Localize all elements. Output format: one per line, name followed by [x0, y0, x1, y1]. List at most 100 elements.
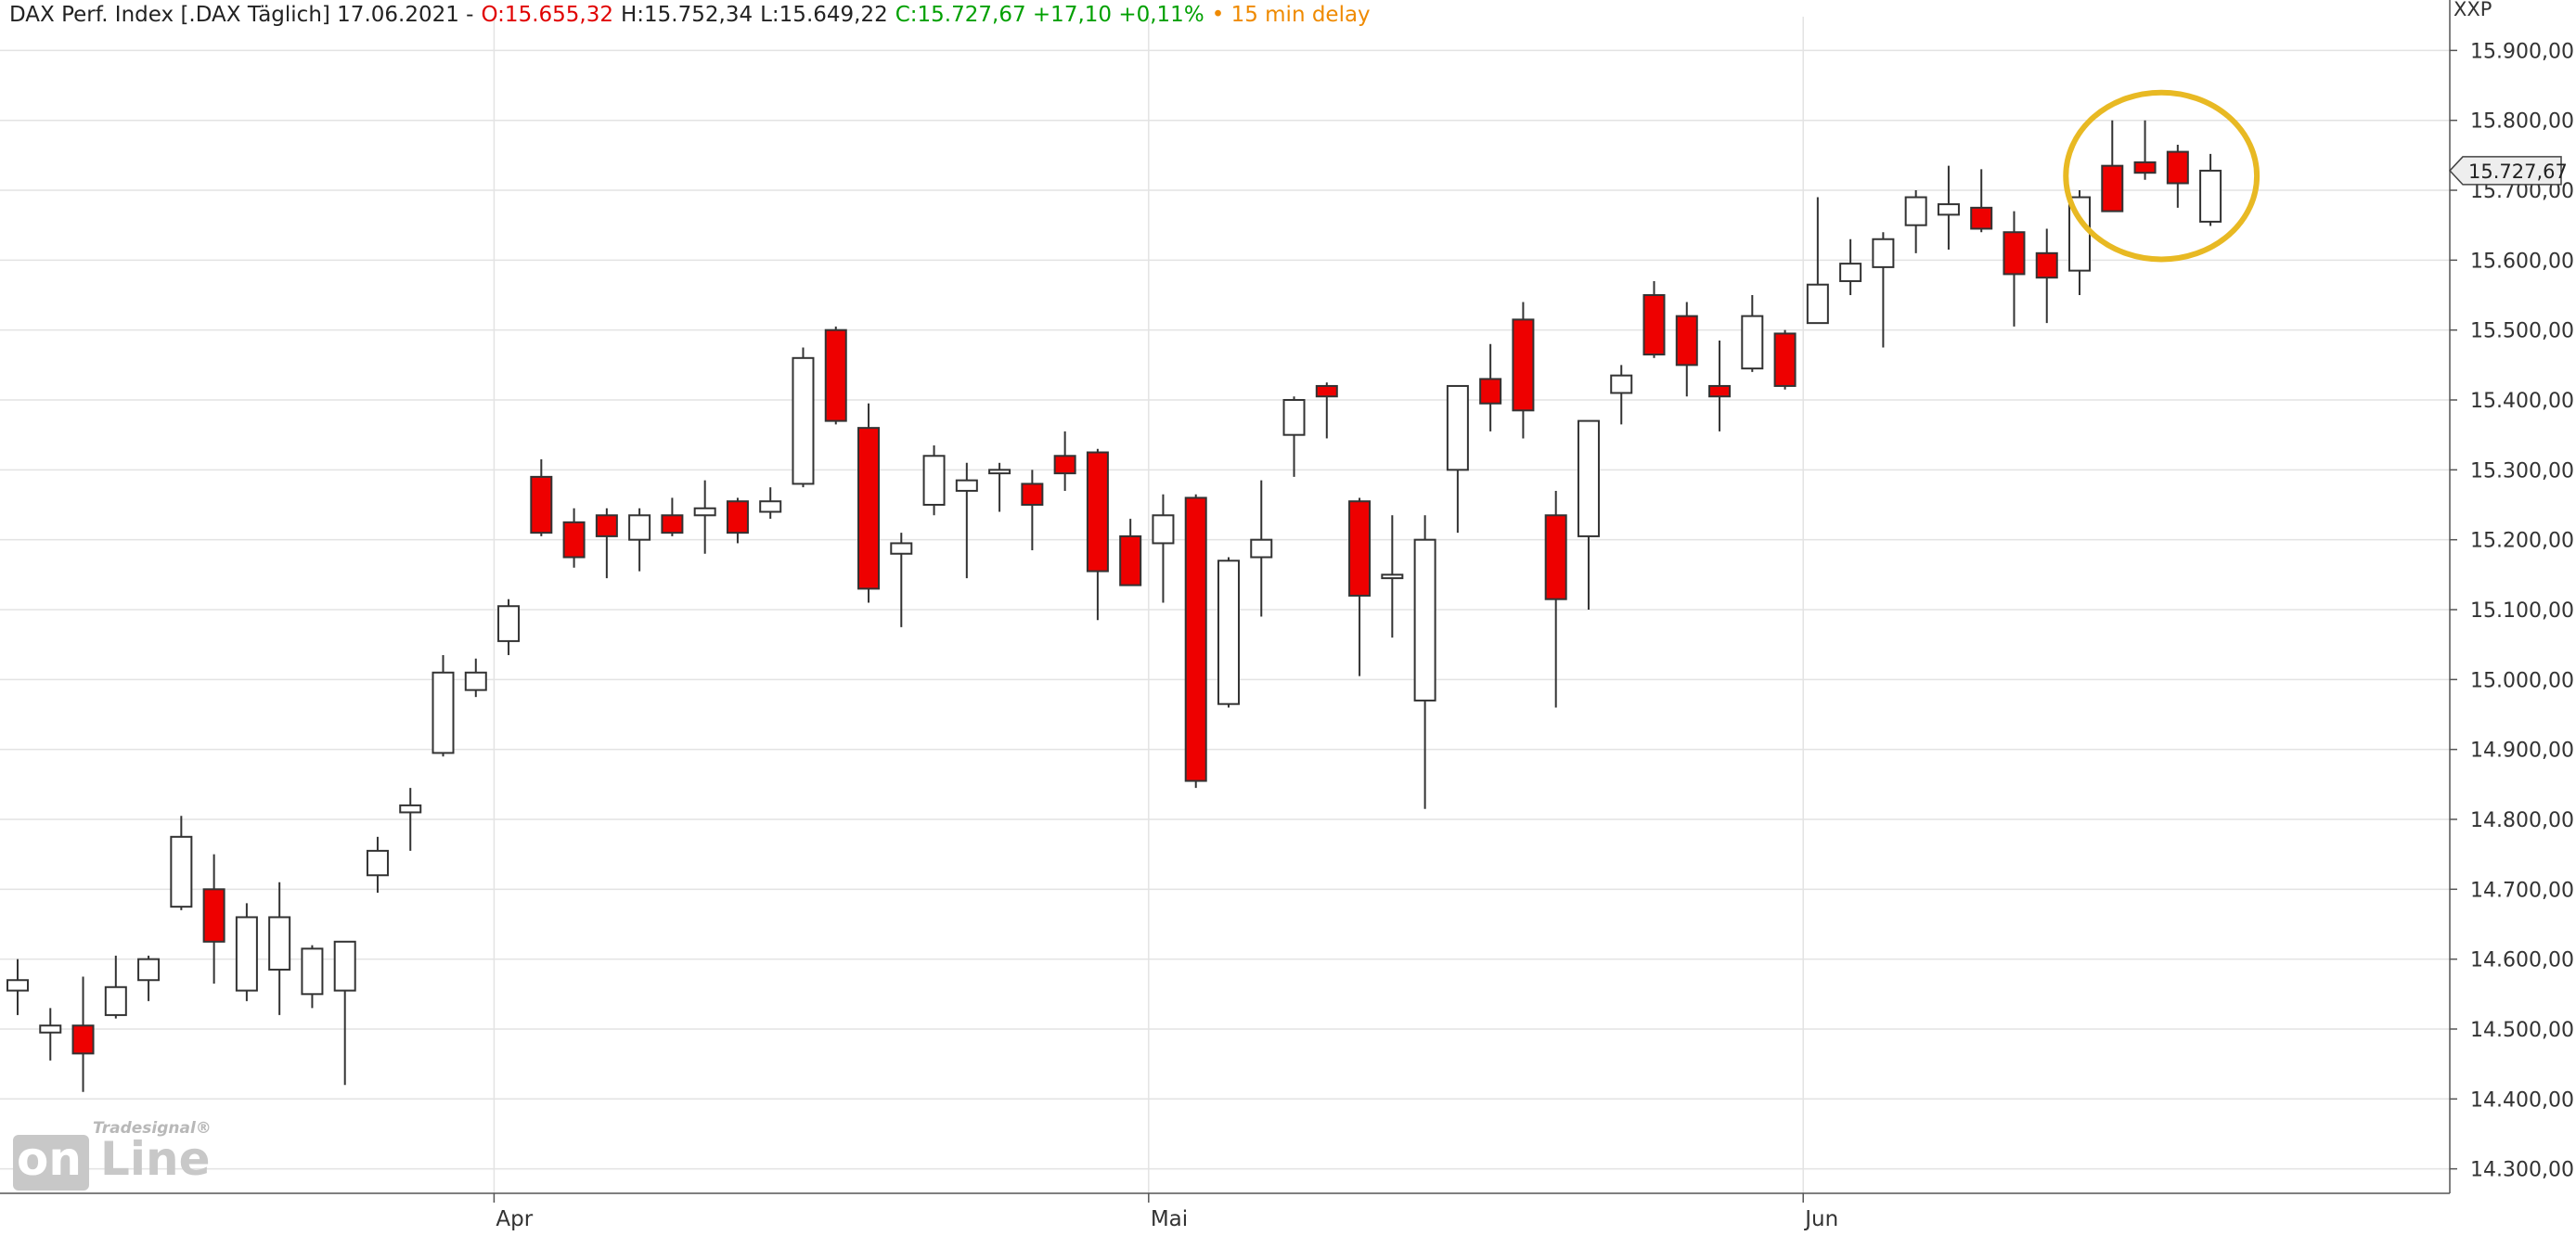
logo-box [13, 1135, 89, 1191]
logo-on: on [17, 1132, 82, 1186]
candle [1315, 382, 1338, 439]
candle [301, 945, 324, 1009]
candle [562, 508, 586, 568]
candle [661, 497, 684, 536]
candle-body-bullish [235, 916, 258, 992]
candle [2199, 153, 2222, 226]
candle-body-bearish [2101, 164, 2124, 212]
candle-body-bearish [1479, 378, 1502, 405]
candle-body-bullish [1446, 384, 1469, 471]
candle-body-bullish [1937, 203, 1960, 216]
close-change-value: C:15.727,67 +17,10 +0,11% [895, 3, 1204, 27]
candle [1217, 557, 1240, 708]
candle [2035, 228, 2058, 324]
candle-body-bullish [759, 500, 782, 513]
y-tick-label: 15.300,00 [2470, 459, 2574, 483]
candle-body-bullish [1413, 538, 1436, 702]
candle-body-bearish [1544, 514, 1567, 600]
candle [530, 459, 553, 536]
candle [1904, 190, 1927, 253]
candle [104, 955, 127, 1019]
candle [1773, 329, 1797, 390]
candle [464, 658, 487, 698]
candle [1577, 419, 1600, 610]
logo-line: Line [100, 1132, 211, 1186]
candle-body-bearish [595, 514, 618, 537]
y-tick-label: 15.600,00 [2470, 250, 2574, 273]
candle [170, 816, 193, 910]
candle-body-bearish [661, 514, 684, 534]
candle [1741, 295, 1764, 372]
y-tick-label: 14.500,00 [2470, 1019, 2574, 1042]
candle-body-bullish [366, 849, 389, 877]
delay-label: • 15 min delay [1211, 3, 1371, 27]
candle-body-bullish [988, 469, 1011, 475]
candle-body-bearish [1773, 332, 1797, 387]
x-month-label: Mai [1151, 1207, 1188, 1231]
high-value: H:15.752,34 [621, 3, 753, 27]
y-tick-label: 14.900,00 [2470, 740, 2574, 763]
candle-body-bullish [1381, 573, 1404, 580]
candle-body-bullish [955, 479, 978, 492]
y-tick-label: 14.800,00 [2470, 809, 2574, 832]
candle-body-bearish [2035, 251, 2058, 279]
candle-body-bullish [333, 940, 356, 992]
candle [595, 508, 618, 579]
candle [1479, 343, 1502, 431]
candle-body-bearish [1675, 315, 1698, 367]
candle [1708, 340, 1732, 431]
candle-body-bearish [1315, 384, 1338, 398]
candle-body-bullish [399, 804, 422, 814]
candle [1053, 431, 1076, 491]
chart-candles [6, 120, 2222, 1092]
candle [1184, 494, 1207, 789]
candle-body-bullish [104, 985, 127, 1016]
candle-body-bullish [628, 514, 651, 541]
y-tick-label: 15.100,00 [2470, 599, 2574, 623]
candle [268, 882, 291, 1015]
candle-body-bullish [1904, 196, 1927, 226]
candle-body-bearish [562, 521, 586, 559]
candle [1152, 494, 1175, 603]
low-value: L:15.649,22 [760, 3, 888, 27]
candle-body-bearish [1086, 451, 1109, 573]
candle [726, 497, 749, 544]
candle [71, 976, 95, 1092]
candle [1446, 384, 1469, 534]
candle-body-bullish [1577, 419, 1600, 537]
y-tick-label: 14.400,00 [2470, 1088, 2574, 1112]
candle [1806, 197, 1829, 325]
x-month-label: Apr [496, 1207, 533, 1231]
candle [366, 836, 389, 894]
candle-body-bearish [1184, 496, 1207, 782]
candle [1642, 280, 1666, 358]
candle [1937, 165, 1960, 251]
candle-body-bullish [39, 1024, 62, 1034]
candle-body-bearish [2003, 231, 2026, 276]
candle [792, 347, 815, 488]
candle-body-bearish [824, 328, 847, 422]
candle [1512, 302, 1535, 439]
candle [1675, 302, 1698, 397]
candle-body-bearish [857, 427, 881, 590]
candle-body-bullish [6, 979, 29, 992]
y-tick-label: 14.700,00 [2470, 879, 2574, 902]
candle-body-bullish [268, 916, 291, 971]
candle [824, 326, 847, 425]
candle-body-bearish [1119, 534, 1142, 586]
y-tick-label: 15.200,00 [2470, 530, 2574, 553]
candle [1250, 480, 1273, 617]
candle-body-bearish [1348, 500, 1372, 597]
y-tick-label: 15.800,00 [2470, 110, 2574, 134]
candle-body-bullish [1282, 399, 1306, 436]
candle-body-bullish [1217, 560, 1240, 705]
candle [431, 654, 455, 757]
candle-body-bullish [1152, 514, 1175, 545]
candle-body-bullish [792, 356, 815, 485]
candle [1381, 515, 1404, 638]
candle-body-bearish [1021, 483, 1044, 507]
candle-body-bullish [1741, 315, 1764, 370]
candle [6, 959, 29, 1015]
candle-body-bullish [1839, 263, 1862, 282]
